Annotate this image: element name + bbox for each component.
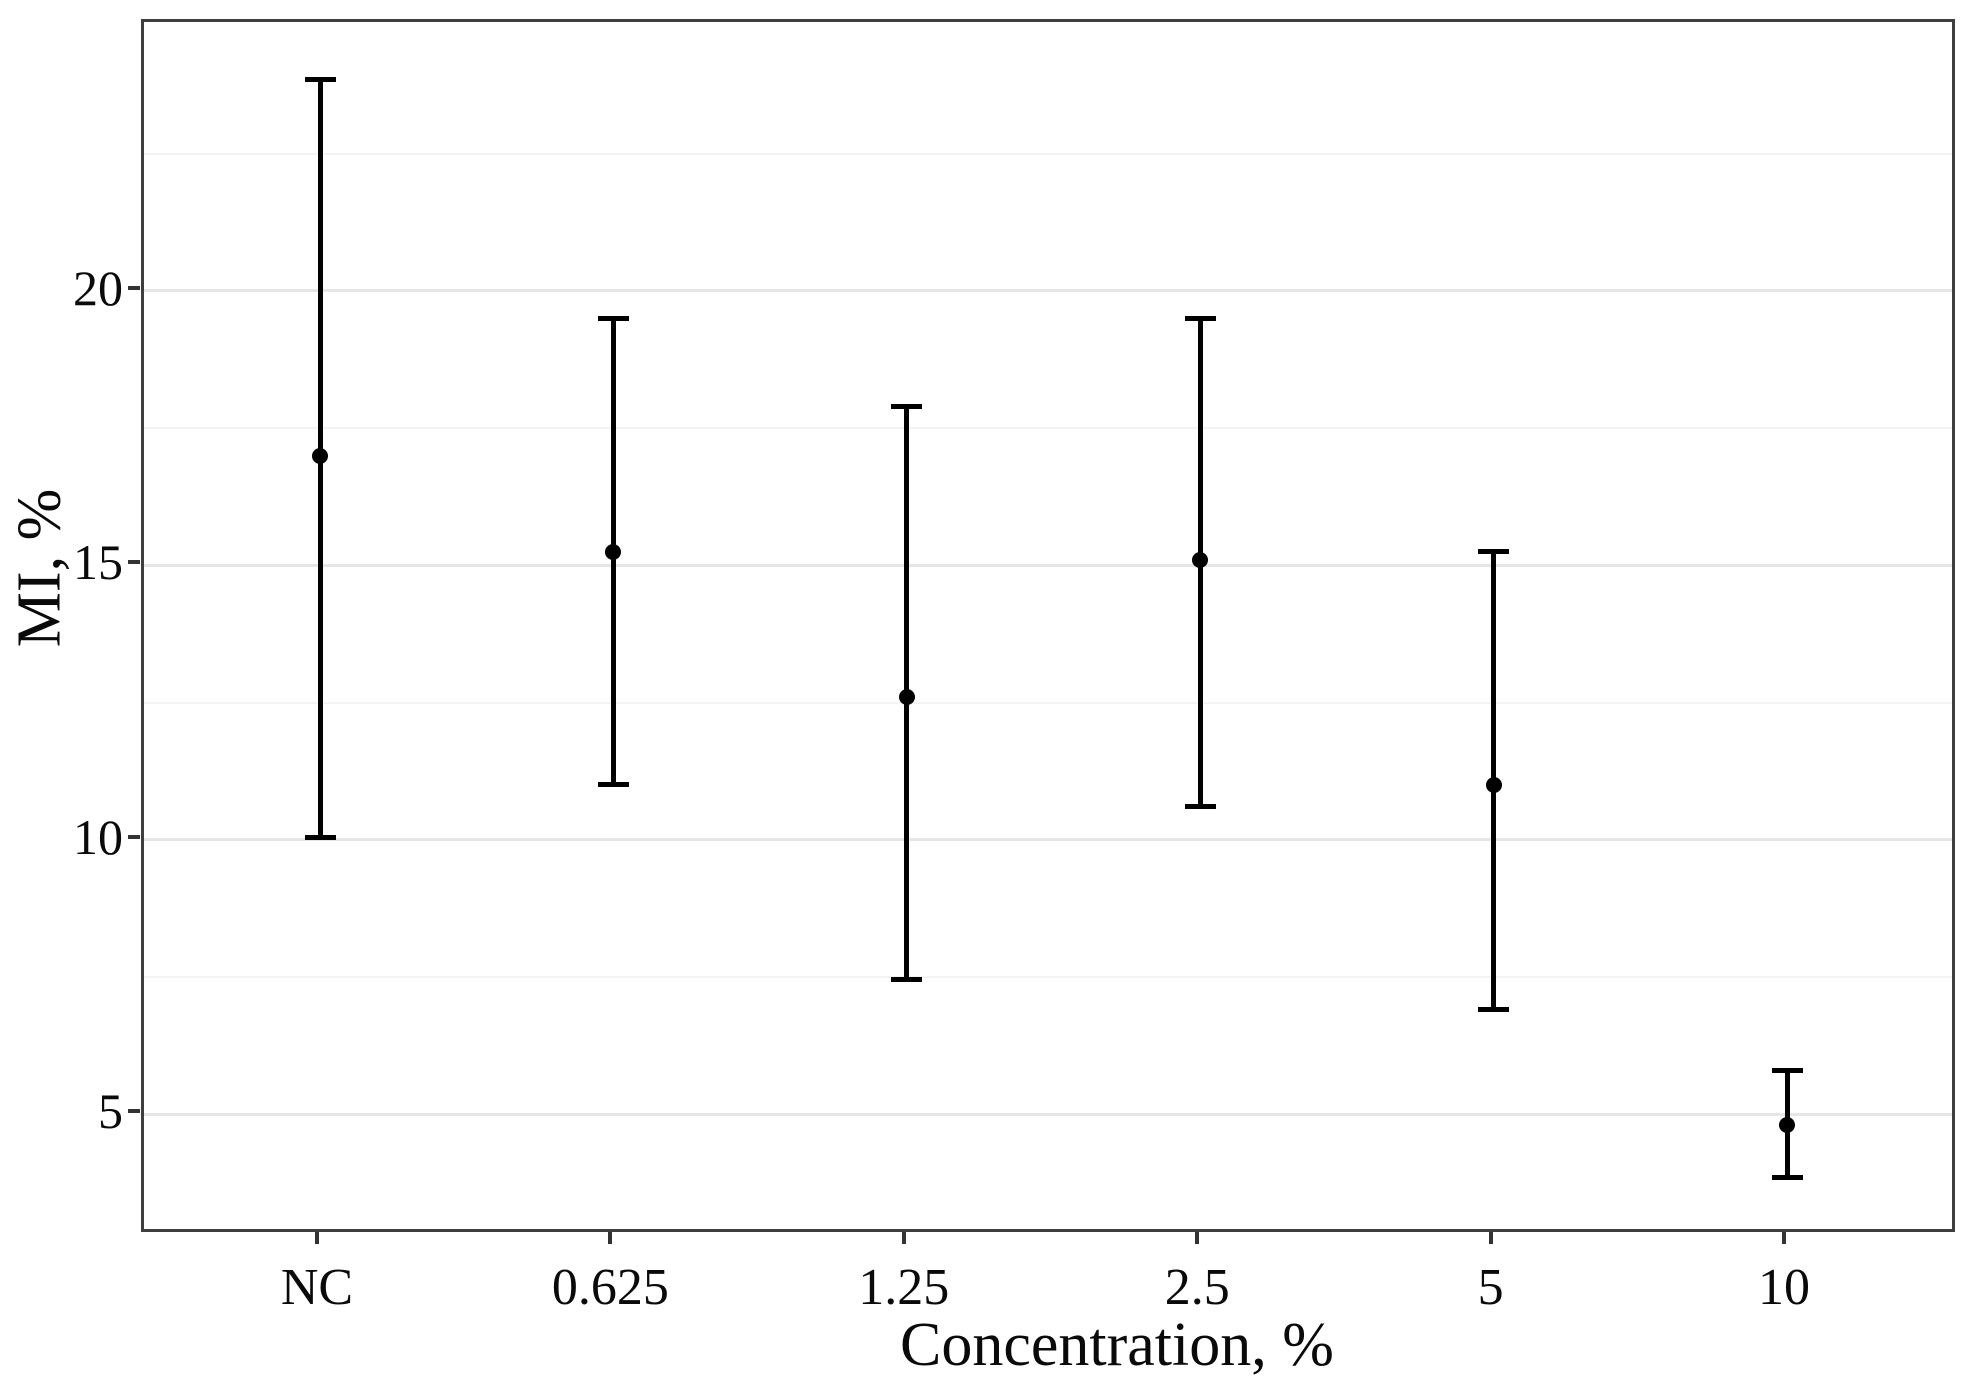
data-point [312, 447, 328, 464]
x-tick-mark [1782, 1232, 1786, 1244]
minor-gridline [144, 701, 1952, 704]
y-tick-mark [128, 560, 140, 565]
y-tick-label: 10 [73, 808, 123, 865]
x-tick-mark [1195, 1232, 1200, 1244]
major-gridline [144, 289, 1952, 293]
x-tick-label: 1.25 [858, 1259, 950, 1316]
error-bar-cap-top [597, 315, 629, 321]
major-gridline [144, 563, 1952, 567]
data-point [1192, 551, 1209, 568]
data-point [605, 543, 622, 560]
y-tick-mark [128, 1109, 140, 1114]
data-point [1779, 1117, 1795, 1134]
data-point [1485, 776, 1502, 793]
minor-gridline [144, 152, 1952, 155]
error-bar-cap-bottom [1771, 1174, 1803, 1180]
x-tick-mark [608, 1232, 613, 1244]
y-tick-mark [128, 285, 140, 290]
major-gridline [144, 1112, 1952, 1116]
minor-gridline [144, 976, 1952, 979]
x-tick-label: 5 [1477, 1259, 1504, 1316]
error-bar-cap-top [1184, 315, 1216, 321]
error-bar-cap-bottom [1184, 804, 1216, 810]
x-tick-mark [315, 1232, 319, 1244]
minor-gridline [144, 427, 1952, 430]
major-gridline [144, 838, 1952, 842]
x-tick-mark [901, 1232, 906, 1244]
x-tick-label: 0.625 [551, 1259, 669, 1316]
error-bar-cap-bottom [891, 977, 923, 983]
error-bar-cap-bottom [304, 834, 336, 840]
x-tick-label: 10 [1758, 1259, 1810, 1316]
data-point [898, 689, 915, 706]
y-axis-title: MI, % [5, 488, 74, 648]
plot-panel [141, 19, 1955, 1232]
error-bar-cap-top [891, 403, 923, 409]
y-tick-label: 15 [73, 534, 123, 591]
y-tick-mark [128, 834, 140, 839]
error-bar-cap-bottom [597, 782, 629, 788]
error-bar-cap-top [1478, 549, 1510, 555]
error-bar-cap-top [304, 77, 336, 83]
y-tick-label: 5 [98, 1083, 123, 1140]
x-tick-label: NC [280, 1259, 354, 1316]
error-bar-cap-bottom [1478, 1007, 1510, 1013]
y-tick-label: 20 [73, 259, 123, 316]
x-axis-title: Concentration, % [900, 1311, 1334, 1379]
x-tick-label: 2.5 [1164, 1259, 1230, 1316]
x-tick-mark [1488, 1232, 1493, 1244]
error-bar-cap-top [1771, 1067, 1803, 1073]
